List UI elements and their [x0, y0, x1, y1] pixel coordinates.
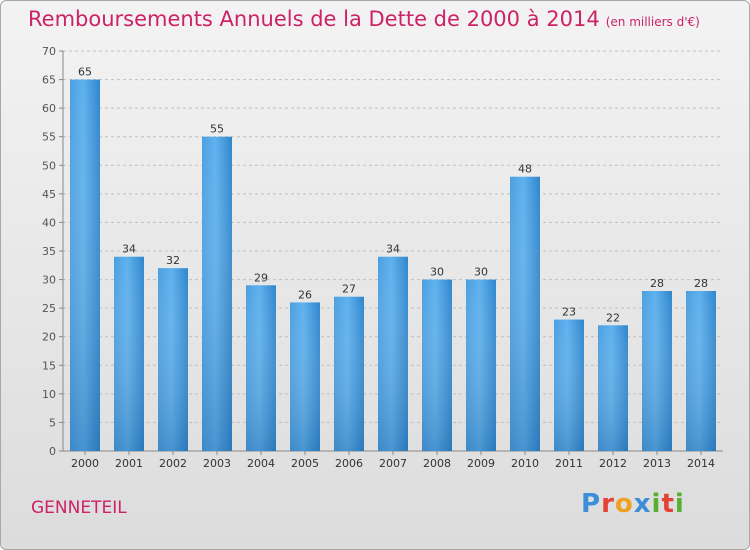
x-tick-label: 2011 — [555, 457, 583, 470]
bar-shade — [554, 319, 584, 451]
data-label: 29 — [254, 271, 268, 284]
bar-shade — [378, 256, 408, 451]
y-tick-label: 60 — [42, 102, 56, 115]
chart-title: Remboursements Annuels de la Dette de 20… — [28, 7, 700, 31]
x-tick-label: 2012 — [599, 457, 627, 470]
logo-letter: P — [581, 489, 602, 519]
data-label: 34 — [386, 243, 400, 256]
data-label: 27 — [342, 283, 356, 296]
bar-shade — [598, 325, 628, 451]
data-label: 32 — [166, 254, 180, 267]
data-label: 28 — [694, 277, 708, 290]
bar-shade — [246, 285, 276, 451]
bar-shade — [334, 296, 364, 451]
chart-title-text: Remboursements Annuels de la Dette de 20… — [28, 7, 600, 31]
x-tick-label: 2001 — [115, 457, 143, 470]
data-label: 55 — [210, 123, 224, 136]
x-tick-label: 2006 — [335, 457, 363, 470]
y-tick-label: 20 — [42, 331, 56, 344]
proxiti-logo: Proxiti — [581, 489, 685, 519]
data-label: 26 — [298, 288, 312, 301]
bar-shade — [686, 291, 716, 451]
y-tick-label: 40 — [42, 216, 56, 229]
y-tick-label: 35 — [42, 245, 56, 258]
y-tick-label: 0 — [49, 445, 56, 458]
bar-shade — [466, 279, 496, 451]
y-tick-label: 10 — [42, 388, 56, 401]
logo-letter: i — [674, 489, 685, 519]
x-tick-label: 2002 — [159, 457, 187, 470]
y-tick-label: 50 — [42, 159, 56, 172]
bar-shade — [290, 302, 320, 451]
y-tick-label: 45 — [42, 188, 56, 201]
commune-name: GENNETEIL — [31, 498, 127, 518]
x-tick-label: 2000 — [71, 457, 99, 470]
bars-layer — [70, 79, 716, 452]
bar-shade — [114, 256, 144, 451]
x-tick-label: 2013 — [643, 457, 671, 470]
x-tick-label: 2010 — [511, 457, 539, 470]
data-label: 22 — [606, 311, 620, 324]
data-label: 65 — [78, 66, 92, 79]
y-tick-label: 65 — [42, 74, 56, 87]
x-tick-label: 2014 — [687, 457, 715, 470]
labels-layer: 0 5 10 15 20 25 30 35 40 45 50 55 60 65 70 65 2000 34 2001… — [42, 45, 715, 470]
x-tick-label: 2008 — [423, 457, 451, 470]
x-tick-label: 2009 — [467, 457, 495, 470]
data-label: 23 — [562, 306, 576, 319]
data-label: 30 — [474, 266, 488, 279]
bar-shade — [70, 79, 100, 452]
x-tick-label: 2007 — [379, 457, 407, 470]
bar-shade — [202, 136, 232, 451]
y-tick-label: 15 — [42, 359, 56, 372]
bar-shade — [510, 176, 540, 451]
logo-letter: o — [614, 489, 634, 519]
x-tick-label: 2004 — [247, 457, 275, 470]
bar-shade — [642, 291, 672, 451]
bar-shade — [422, 279, 452, 451]
logo-letter: r — [601, 489, 615, 519]
x-tick-label: 2003 — [203, 457, 231, 470]
chart-subtitle: (en milliers d'€) — [605, 15, 700, 29]
data-label: 34 — [122, 243, 136, 256]
data-label: 48 — [518, 163, 532, 176]
logo-letter: i — [651, 489, 662, 519]
y-tick-label: 70 — [42, 45, 56, 58]
data-label: 28 — [650, 277, 664, 290]
y-tick-label: 25 — [42, 302, 56, 315]
y-tick-label: 55 — [42, 131, 56, 144]
data-label: 30 — [430, 266, 444, 279]
logo-letter: t — [661, 489, 675, 519]
logo-letter: x — [633, 489, 652, 519]
x-tick-label: 2005 — [291, 457, 319, 470]
y-tick-label: 5 — [49, 416, 56, 429]
bar-shade — [158, 268, 188, 451]
y-tick-label: 30 — [42, 274, 56, 287]
